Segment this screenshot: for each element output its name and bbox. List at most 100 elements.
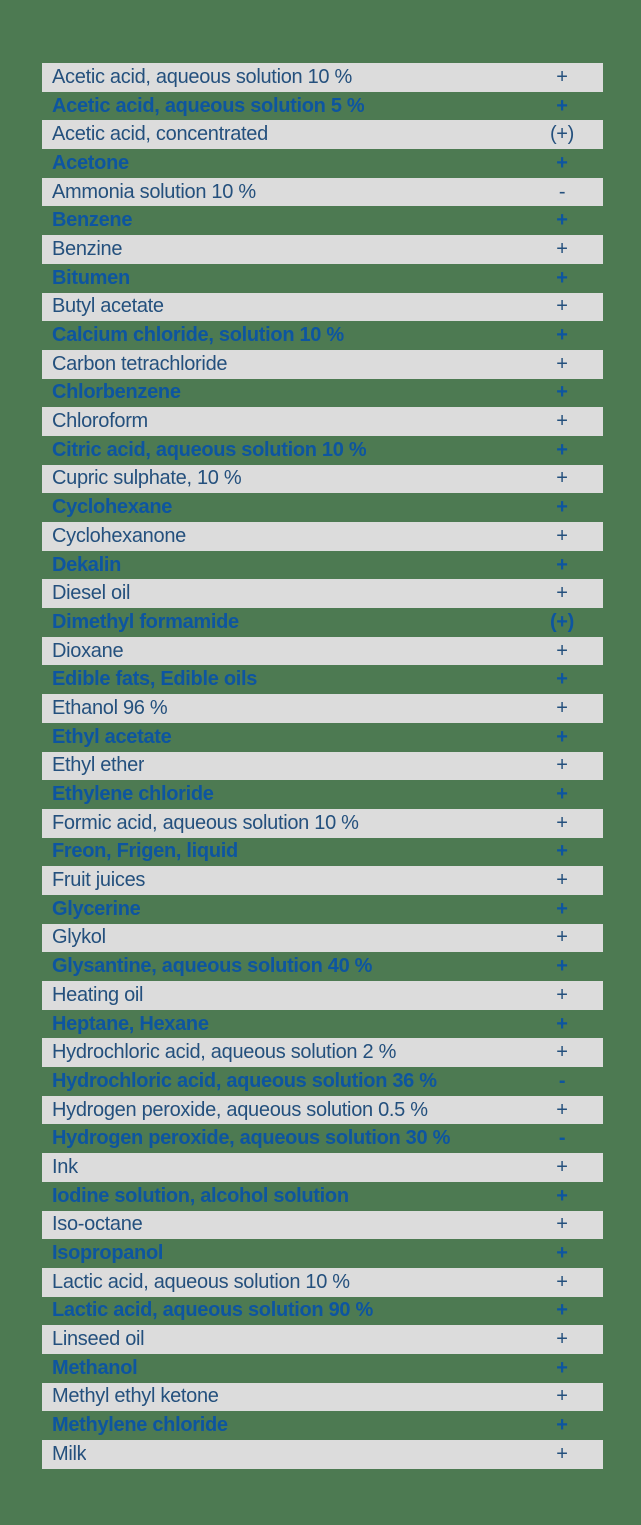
chemical-name: Iso-octane — [52, 1213, 143, 1236]
chemical-name: Dioxane — [52, 639, 124, 662]
chemical-name: Glykol — [52, 926, 106, 949]
table-row: Dekalin + — [42, 551, 603, 580]
chemical-name: Methanol — [52, 1356, 138, 1379]
table-row: Butyl acetate + — [42, 292, 603, 322]
resistance-rating: + — [556, 754, 568, 777]
resistance-rating: (+) — [549, 123, 575, 146]
resistance-rating: + — [556, 783, 568, 806]
table-row: Acetone + — [42, 149, 603, 178]
resistance-rating: + — [556, 1041, 568, 1064]
resistance-rating: + — [556, 1098, 568, 1121]
table-row: Glysantine, aqueous solution 40 % + — [42, 952, 603, 981]
resistance-rating: + — [556, 897, 568, 920]
resistance-rating: - — [558, 1127, 566, 1150]
chemical-resistance-table: Acetic acid, aqueous solution 10 % + Ace… — [42, 63, 603, 1469]
table-row: Iodine solution, alcohol solution + — [42, 1182, 603, 1211]
resistance-rating: + — [556, 1270, 568, 1293]
chemical-name: Chlorbenzene — [52, 381, 181, 404]
table-row: Cyclohexane + — [42, 493, 603, 522]
resistance-rating: + — [556, 209, 568, 232]
resistance-rating: + — [556, 438, 568, 461]
table-row: Ethanol 96 % + — [42, 694, 603, 723]
table-row: Calcium chloride, solution 10 % + — [42, 321, 603, 350]
table-row: Benzine + — [42, 235, 603, 264]
chemical-name: Glycerine — [52, 897, 141, 920]
chemical-name: Ethanol 96 % — [52, 696, 168, 719]
table-row: Glykol + — [42, 923, 603, 953]
resistance-rating: + — [556, 725, 568, 748]
table-row: Isopropanol + — [42, 1239, 603, 1268]
table-row: Bitumen + — [42, 264, 603, 293]
chemical-name: Lactic acid, aqueous solution 90 % — [52, 1299, 373, 1322]
table-row: Linseed oil + — [42, 1325, 603, 1354]
chemical-name: Acetone — [52, 151, 129, 174]
resistance-rating: + — [556, 926, 568, 949]
resistance-rating: + — [556, 696, 568, 719]
chemical-name: Freon, Frigen, liquid — [52, 840, 238, 863]
table-row: Ammonia solution 10 % - — [42, 177, 603, 207]
chemical-name: Methyl ethyl ketone — [52, 1385, 219, 1408]
resistance-rating: + — [556, 1328, 568, 1351]
chemical-name: Isopropanol — [52, 1242, 164, 1265]
table-row: Ink + — [42, 1153, 603, 1182]
resistance-rating: + — [556, 1213, 568, 1236]
table-row: Chlorbenzene + — [42, 379, 603, 408]
table-row: Hydrochloric acid, aqueous solution 36 %… — [42, 1067, 603, 1096]
table-row: Dioxane + — [42, 636, 603, 666]
chemical-name: Ethyl acetate — [52, 725, 172, 748]
table-row: Iso-octane + — [42, 1210, 603, 1240]
table-row: Benzene + — [42, 206, 603, 235]
chemical-name: Ethyl ether — [52, 754, 145, 777]
chemical-name: Iodine solution, alcohol solution — [52, 1184, 349, 1207]
chemical-name: Hydrogen peroxide, aqueous solution 30 % — [52, 1127, 451, 1150]
chemical-name: Edible fats, Edible oils — [52, 668, 258, 691]
resistance-rating: + — [556, 237, 568, 260]
table-row: Fruit juices + — [42, 866, 603, 895]
table-row: Hydrogen peroxide, aqueous solution 30 %… — [42, 1124, 603, 1153]
table-row: Methyl ethyl ketone + — [42, 1382, 603, 1412]
table-row: Lactic acid, aqueous solution 90 % + — [42, 1297, 603, 1326]
chemical-name: Acetic acid, aqueous solution 5 % — [52, 94, 365, 117]
chemical-name: Diesel oil — [52, 582, 131, 605]
table-row: Ethyl ether + — [42, 751, 603, 781]
resistance-rating: + — [556, 65, 568, 88]
resistance-rating: + — [556, 1012, 568, 1035]
resistance-rating: + — [556, 524, 568, 547]
resistance-rating: + — [556, 94, 568, 117]
table-row: Cupric sulphate, 10 % + — [42, 464, 603, 494]
resistance-rating: + — [556, 266, 568, 289]
table-row: Heating oil + — [42, 981, 603, 1010]
chemical-name: Cyclohexane — [52, 496, 173, 519]
resistance-rating: + — [556, 668, 568, 691]
resistance-rating: + — [556, 295, 568, 318]
chemical-name: Lactic acid, aqueous solution 10 % — [52, 1270, 350, 1293]
table-row: Ethylene chloride + — [42, 780, 603, 809]
chemical-name: Cyclohexanone — [52, 524, 186, 547]
resistance-rating: + — [556, 1242, 568, 1265]
resistance-rating: + — [556, 410, 568, 433]
resistance-rating: + — [556, 869, 568, 892]
table-row: Chloroform + — [42, 407, 603, 436]
chemical-name: Butyl acetate — [52, 295, 164, 318]
chemical-name: Ammonia solution 10 % — [52, 180, 256, 203]
chemical-name: Ethylene chloride — [52, 783, 214, 806]
chemical-name: Hydrochloric acid, aqueous solution 2 % — [52, 1041, 397, 1064]
table-row: Cyclohexanone + — [42, 522, 603, 551]
resistance-rating: + — [556, 381, 568, 404]
table-row: Citric acid, aqueous solution 10 % + — [42, 436, 603, 465]
resistance-rating: + — [556, 151, 568, 174]
resistance-rating: + — [556, 352, 568, 375]
resistance-rating: + — [556, 582, 568, 605]
resistance-rating: - — [558, 1069, 566, 1092]
table-row: Glycerine + — [42, 895, 603, 924]
resistance-rating: + — [556, 1385, 568, 1408]
table-row: Hydrochloric acid, aqueous solution 2 % … — [42, 1038, 603, 1068]
resistance-rating: + — [556, 840, 568, 863]
chemical-name: Bitumen — [52, 266, 130, 289]
resistance-rating: + — [556, 955, 568, 978]
table-row: Hydrogen peroxide, aqueous solution 0.5 … — [42, 1095, 603, 1125]
chemical-name: Methylene chloride — [52, 1414, 228, 1437]
table-row: Dimethyl formamide (+) — [42, 608, 603, 637]
chemical-name: Heating oil — [52, 983, 144, 1006]
